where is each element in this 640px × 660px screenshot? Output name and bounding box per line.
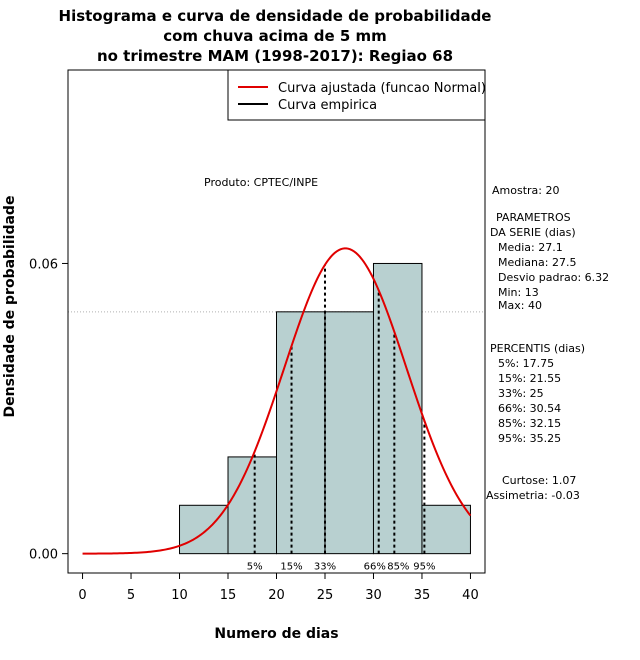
produto-label: Produto: CPTEC/INPE bbox=[204, 176, 318, 189]
side-text-line: Curtose: 1.07 bbox=[502, 474, 576, 487]
side-text-line: Amostra: 20 bbox=[492, 184, 559, 197]
histogram-bar bbox=[324, 311, 374, 555]
side-text-line: Max: 40 bbox=[498, 299, 542, 312]
side-text-line: Mediana: 27.5 bbox=[498, 256, 576, 269]
chart-title: Histograma e curva de densidade de proba… bbox=[59, 7, 492, 65]
percentile-label: 15% bbox=[280, 562, 302, 573]
x-tick-label: 10 bbox=[171, 588, 188, 603]
histogram-bars bbox=[179, 262, 471, 555]
histogram-bar bbox=[421, 504, 471, 555]
percentile-label: 85% bbox=[387, 562, 409, 573]
x-tick-label: 25 bbox=[317, 588, 334, 603]
x-tick-label: 15 bbox=[220, 588, 237, 603]
side-text-line: 15%: 21.55 bbox=[498, 372, 561, 385]
x-tick-label: 35 bbox=[414, 588, 431, 603]
side-text-line: Assimetria: -0.03 bbox=[486, 489, 580, 502]
annotations: Produto: CPTEC/INPE Amostra: 20 PARAMETROS… bbox=[204, 176, 609, 502]
y-tick-label: 0.00 bbox=[29, 548, 58, 563]
percentile-label: 95% bbox=[413, 562, 435, 573]
density-curve bbox=[82, 247, 472, 555]
side-text-line: Desvio padrao: 6.32 bbox=[498, 271, 609, 284]
side-text-line: 5%: 17.75 bbox=[498, 357, 554, 370]
histogram-bar bbox=[227, 456, 277, 555]
histogram-bar bbox=[179, 504, 229, 555]
percentile-label: 33% bbox=[314, 562, 336, 573]
legend-box bbox=[227, 69, 486, 121]
histogram-bar bbox=[276, 311, 326, 555]
x-tick-label: 20 bbox=[268, 588, 285, 603]
x-tick-label: 5 bbox=[127, 588, 135, 603]
x-tick-label: 30 bbox=[365, 588, 382, 603]
y-axis-title: Densidade de probabilidade bbox=[2, 196, 18, 418]
legend-label: Curva empirica bbox=[278, 98, 377, 113]
y-tick-label: 0.06 bbox=[29, 257, 58, 272]
title-line: no trimestre MAM (1998-2017): Regiao 68 bbox=[97, 47, 453, 65]
side-text-line: 33%: 25 bbox=[498, 387, 544, 400]
legend-label: Curva ajustada (funcao Normal) bbox=[278, 81, 486, 96]
side-text-line: Min: 13 bbox=[498, 286, 539, 299]
x-axis-title: Numero de dias bbox=[214, 626, 338, 642]
side-text-line: PARAMETROS bbox=[496, 211, 571, 224]
x-tick-label: 0 bbox=[78, 588, 86, 603]
axes: 0 5 10 15 20 25 30 35 40 0.00 0.06 Numero de dias De… bbox=[2, 69, 486, 642]
side-text-line: 85%: 32.15 bbox=[498, 417, 561, 430]
side-text-line: PERCENTIS (dias) bbox=[490, 342, 585, 355]
percentile-label: 5% bbox=[247, 562, 263, 573]
side-text-line: 66%: 30.54 bbox=[498, 402, 561, 415]
histogram-bar bbox=[372, 262, 423, 555]
percentile-label: 66% bbox=[364, 562, 386, 573]
x-tick-label: 40 bbox=[462, 588, 479, 603]
side-text-line: Media: 27.1 bbox=[498, 241, 563, 254]
legend: Curva ajustada (funcao Normal) Curva empi… bbox=[227, 69, 486, 121]
side-text-line: 95%: 35.25 bbox=[498, 432, 561, 445]
title-line: com chuva acima de 5 mm bbox=[163, 27, 387, 45]
normal-curve-line bbox=[82, 247, 472, 555]
side-text-line: DA SERIE (dias) bbox=[490, 226, 576, 239]
title-line: Histograma e curva de densidade de proba… bbox=[59, 7, 492, 25]
percentile-lines: 5% 15% 33% 66% 85% 95% bbox=[247, 264, 436, 573]
